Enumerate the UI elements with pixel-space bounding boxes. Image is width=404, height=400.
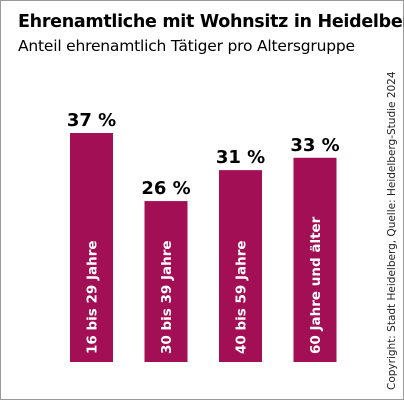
value-label-1: 37 % — [67, 110, 116, 131]
bar-1 — [70, 133, 113, 362]
value-label-4: 33 % — [290, 135, 339, 156]
value-label-2: 26 % — [141, 178, 190, 199]
chart-subtitle: Anteil ehrenamtlich Tätiger pro Altersgr… — [18, 37, 355, 55]
category-label-1: 16 bis 29 Jahre — [85, 240, 101, 354]
category-label-4: 60 Jahre und älter — [308, 216, 324, 354]
value-label-3: 31 % — [216, 147, 265, 168]
chart-title: Ehrenamtliche mit Wohnsitz in Heidelberg — [18, 12, 404, 32]
bar-4 — [293, 157, 337, 362]
category-label-2: 30 bis 39 Jahre — [159, 240, 175, 354]
category-label-3: 40 bis 59 Jahre — [234, 240, 250, 354]
bar-2 — [144, 201, 188, 362]
bar-3 — [219, 170, 262, 362]
